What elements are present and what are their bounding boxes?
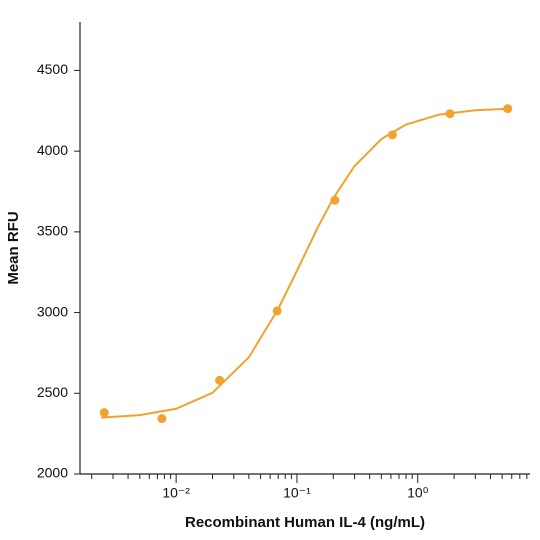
- y-tick-label: 3500: [37, 223, 68, 239]
- data-point: [503, 104, 513, 114]
- y-tick-label: 4500: [37, 61, 68, 77]
- x-tick-label: 10⁰: [407, 485, 429, 501]
- data-point: [330, 195, 340, 205]
- y-tick-label: 3000: [37, 303, 68, 319]
- data-point: [157, 414, 167, 424]
- y-axis-title: Mean RFU: [5, 211, 22, 284]
- x-tick-label: 10⁻¹: [283, 485, 311, 501]
- fit-curve: [101, 107, 509, 419]
- data-point: [445, 109, 455, 119]
- y-tick-label: 4000: [37, 142, 68, 158]
- data-point: [387, 130, 397, 140]
- x-tick-label: 10⁻²: [162, 485, 190, 501]
- y-tick-label: 2500: [37, 384, 68, 400]
- y-tick-label: 2000: [37, 465, 68, 481]
- data-point: [272, 306, 282, 316]
- x-axis-title: Recombinant Human IL-4 (ng/mL): [185, 514, 425, 531]
- data-point: [99, 408, 109, 418]
- data-point: [215, 375, 225, 385]
